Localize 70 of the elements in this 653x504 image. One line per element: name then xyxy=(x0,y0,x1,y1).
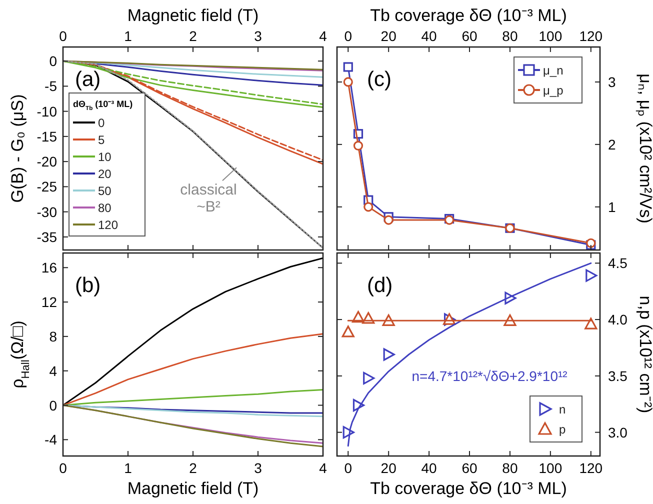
x-tick-label: 60 xyxy=(462,460,478,476)
x-tick-label: 4 xyxy=(319,460,328,476)
text: (d) xyxy=(367,274,393,297)
y-tick-label: 4 xyxy=(49,362,58,379)
text: (a) xyxy=(75,68,101,91)
y-tick-label: -10 xyxy=(36,103,58,120)
x-tick-label: 1 xyxy=(124,460,132,476)
x-tick-label: 0 xyxy=(344,460,352,476)
y-tick-label: -15 xyxy=(36,128,58,144)
y-axis-title: G(B) - G₀ (μS) xyxy=(8,94,27,203)
legend-title: dΘ$_{Tb}$ (10⁻³ ML) xyxy=(73,99,133,112)
legend-label: μ_p xyxy=(543,84,564,98)
x-tick-label: 80 xyxy=(502,460,518,476)
legend-label: 10 xyxy=(98,150,112,164)
y-tick-label: -30 xyxy=(36,204,58,220)
x-tick-label: 120 xyxy=(579,28,603,44)
y-tick-label: -35 xyxy=(36,228,58,245)
y-tick-label: 1 xyxy=(608,198,616,215)
legend-label: n xyxy=(559,402,566,416)
x-tick-label: 40 xyxy=(421,28,438,44)
x-axis-title: Tb coverage δΘ (10⁻³ ML) xyxy=(370,6,567,25)
y-tick-label: 4.0 xyxy=(608,312,628,328)
x-tick-label: 3 xyxy=(254,28,262,44)
x-tick-label: 100 xyxy=(538,460,562,476)
x-tick-label: 100 xyxy=(538,28,562,44)
x-tick-label: 80 xyxy=(502,28,518,44)
text: (c) xyxy=(367,68,392,91)
legend-label: 80 xyxy=(98,201,112,215)
x-tick-label: 60 xyxy=(462,28,478,44)
x-tick-label: 120 xyxy=(579,460,603,476)
x-tick-label: 1 xyxy=(124,28,132,44)
y-tick-label: 0 xyxy=(49,53,58,70)
x-tick-label: 2 xyxy=(189,460,198,476)
y-axis-title: n,p (x10¹² cm⁻²) xyxy=(636,296,653,414)
y-tick-label: -25 xyxy=(36,178,58,195)
x-axis-title: Magnetic field (T) xyxy=(127,479,259,498)
y-tick-label: 4.5 xyxy=(608,255,628,272)
y-tick-label: 0 xyxy=(49,397,58,414)
x-tick-label: 40 xyxy=(421,460,438,476)
text: (b) xyxy=(75,274,101,297)
x-tick-label: 2 xyxy=(189,28,198,44)
legend-label: 120 xyxy=(98,218,118,232)
x-tick-label: 20 xyxy=(380,28,397,44)
x-tick-label: 3 xyxy=(254,460,262,476)
x-tick-label: 20 xyxy=(380,460,397,476)
y-tick-label: 8 xyxy=(49,328,58,344)
legend-label: p xyxy=(559,422,566,436)
x-axis-title: Tb coverage δΘ (10⁻³ ML) xyxy=(370,479,567,498)
y-tick-label: -5 xyxy=(44,78,58,94)
x-tick-label: 0 xyxy=(59,28,68,44)
legend-label: 20 xyxy=(98,167,112,181)
legend-label: 50 xyxy=(98,184,112,198)
legend-label: μ_n xyxy=(543,64,564,78)
x-tick-label: 0 xyxy=(344,28,352,44)
y-tick-label: 3.0 xyxy=(608,424,628,440)
x-tick-label: 4 xyxy=(319,28,328,44)
y-tick-label: 3.5 xyxy=(608,368,628,384)
y-tick-label: 2 xyxy=(608,136,616,152)
y-tick-label: 12 xyxy=(41,294,58,310)
legend-label: 5 xyxy=(98,133,105,147)
legend-label: 0 xyxy=(98,116,105,130)
x-tick-label: 0 xyxy=(59,460,68,476)
y-tick-label: 3 xyxy=(608,74,616,90)
x-axis-title: Magnetic field (T) xyxy=(127,6,259,25)
annotation: n=4.7*10¹²*√δΘ+2.9*10¹² xyxy=(412,368,568,384)
annotation: classical ~B² xyxy=(180,182,237,216)
y-axis-title: μₙ, μₚ (x10² cm²/Vs) xyxy=(635,74,653,224)
y-tick-label: -4 xyxy=(44,432,58,448)
y-tick-label: -20 xyxy=(36,154,58,170)
y-tick-label: 16 xyxy=(41,260,58,276)
